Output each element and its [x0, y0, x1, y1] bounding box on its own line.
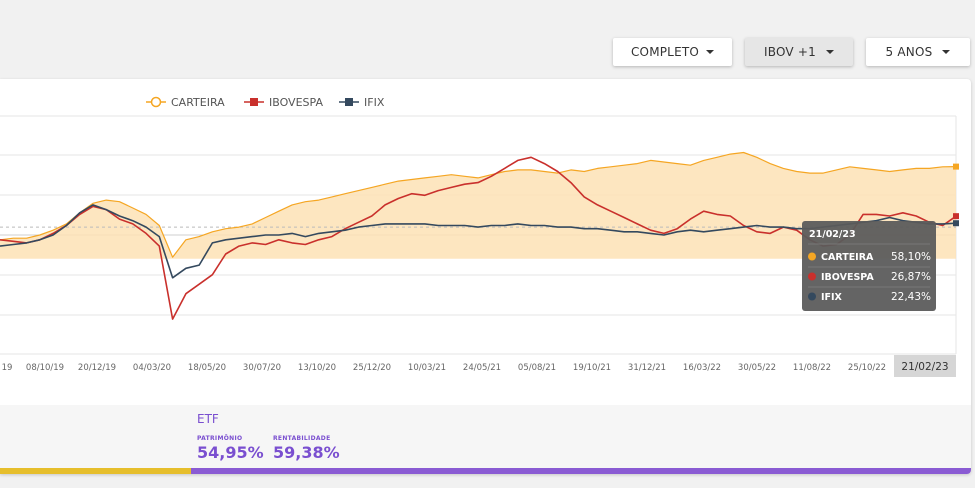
tooltip-series-value: 26,87%: [891, 271, 931, 283]
x-tick-label: 04/03/20: [133, 363, 171, 373]
tooltip-swatch: [808, 292, 816, 301]
patrimonio-value: 54,95%: [197, 443, 264, 462]
x-tick-label: 20/12/19: [78, 363, 116, 373]
chart-legend: CARTEIRA IBOVESPA IFIX: [146, 96, 385, 109]
x-tick-label: 19/10/21: [573, 363, 611, 373]
period-filter-label: COMPLETO: [630, 45, 700, 59]
series-marker-ibovespa[interactable]: [953, 213, 959, 220]
x-tick-label: 05/08/21: [518, 363, 556, 373]
x-highlight-bg: [894, 355, 956, 377]
tooltip-date: 21/02/23: [809, 229, 856, 240]
x-tick-label: 25/12/20: [353, 363, 391, 373]
tooltip-swatch: [808, 272, 816, 281]
legend-item-ifix[interactable]: IFIX: [339, 96, 385, 109]
range-filter-dropdown[interactable]: 5 ANOS: [866, 38, 970, 66]
chevron-down-icon: [825, 50, 834, 54]
x-tick-label: 13/10/20: [298, 363, 336, 373]
allocation-bar-etf: [191, 468, 971, 474]
series-marker-ifix[interactable]: [953, 220, 959, 227]
patrimonio-label: PATRIMÔNIO: [197, 435, 243, 442]
x-tick-label: 19: [2, 363, 13, 373]
x-tick-label: 21/02/23: [901, 361, 948, 373]
range-filter-label: 5 ANOS: [885, 45, 933, 59]
series-line-ifix: [0, 204, 957, 279]
x-tick-label: 18/05/20: [188, 363, 226, 373]
series-marker-carteira[interactable]: [953, 163, 959, 170]
allocation-bar-previous: [0, 468, 191, 474]
legend-label: IFIX: [364, 96, 385, 109]
x-tick-label: 10/03/21: [408, 363, 446, 373]
tooltip-series-name: CARTEIRA: [821, 252, 874, 263]
x-tick-label: 11/08/22: [793, 363, 831, 373]
x-tick-label: 30/05/22: [738, 363, 776, 373]
chevron-down-icon: [706, 50, 715, 54]
tooltip-swatch: [808, 252, 816, 261]
x-tick-label: 30/07/20: [243, 363, 281, 373]
x-tick-label: 08/10/19: [26, 363, 64, 373]
rentabilidade-label: RENTABILIDADE: [273, 435, 331, 442]
benchmark-filter-label: IBOV +1: [764, 45, 816, 59]
tooltip-series-name: IFIX: [821, 292, 843, 303]
performance-card: CARTEIRA IBOVESPA IFIX 19 08/10/19 20/12/19 0…: [0, 79, 971, 474]
performance-chart: CARTEIRA IBOVESPA IFIX 19 08/10/19 20/12/19 0…: [0, 96, 959, 377]
x-axis: 19 08/10/19 20/12/19 04/03/20 18/05/20 30/07/…: [2, 355, 956, 377]
x-tick-label: 16/03/22: [683, 363, 721, 373]
tooltip-series-value: 58,10%: [891, 251, 931, 263]
legend-swatch-marker: [345, 98, 353, 106]
legend-label: IBOVESPA: [269, 96, 323, 109]
x-tick-label: 24/05/21: [463, 363, 501, 373]
chart-plot: [0, 151, 959, 320]
legend-swatch-marker: [250, 98, 258, 106]
legend-item-carteira[interactable]: CARTEIRA: [146, 96, 225, 109]
series-line-carteira: [0, 151, 957, 258]
legend-label: CARTEIRA: [171, 96, 225, 109]
x-tick-label: 31/12/21: [628, 363, 666, 373]
allocation-summary: [0, 405, 971, 474]
legend-item-ibovespa[interactable]: IBOVESPA: [244, 96, 323, 109]
period-filter-dropdown[interactable]: COMPLETO: [613, 38, 732, 66]
chart-tooltip: 21/02/23 CARTEIRA 58,10% IBOVESPA 26,87% IFIX…: [802, 221, 936, 311]
series-area-carteira: [0, 152, 956, 259]
chevron-down-icon: [942, 50, 951, 54]
benchmark-filter-dropdown[interactable]: IBOV +1: [745, 38, 853, 66]
tooltip-series-name: IBOVESPA: [821, 272, 874, 283]
tooltip-series-value: 22,43%: [891, 291, 931, 303]
series-line-ibovespa: [0, 156, 957, 320]
x-tick-label: 25/10/22: [848, 363, 886, 373]
rentabilidade-value: 59,38%: [273, 443, 340, 462]
legend-swatch-marker: [150, 96, 162, 108]
etf-section-title: ETF: [197, 412, 219, 426]
